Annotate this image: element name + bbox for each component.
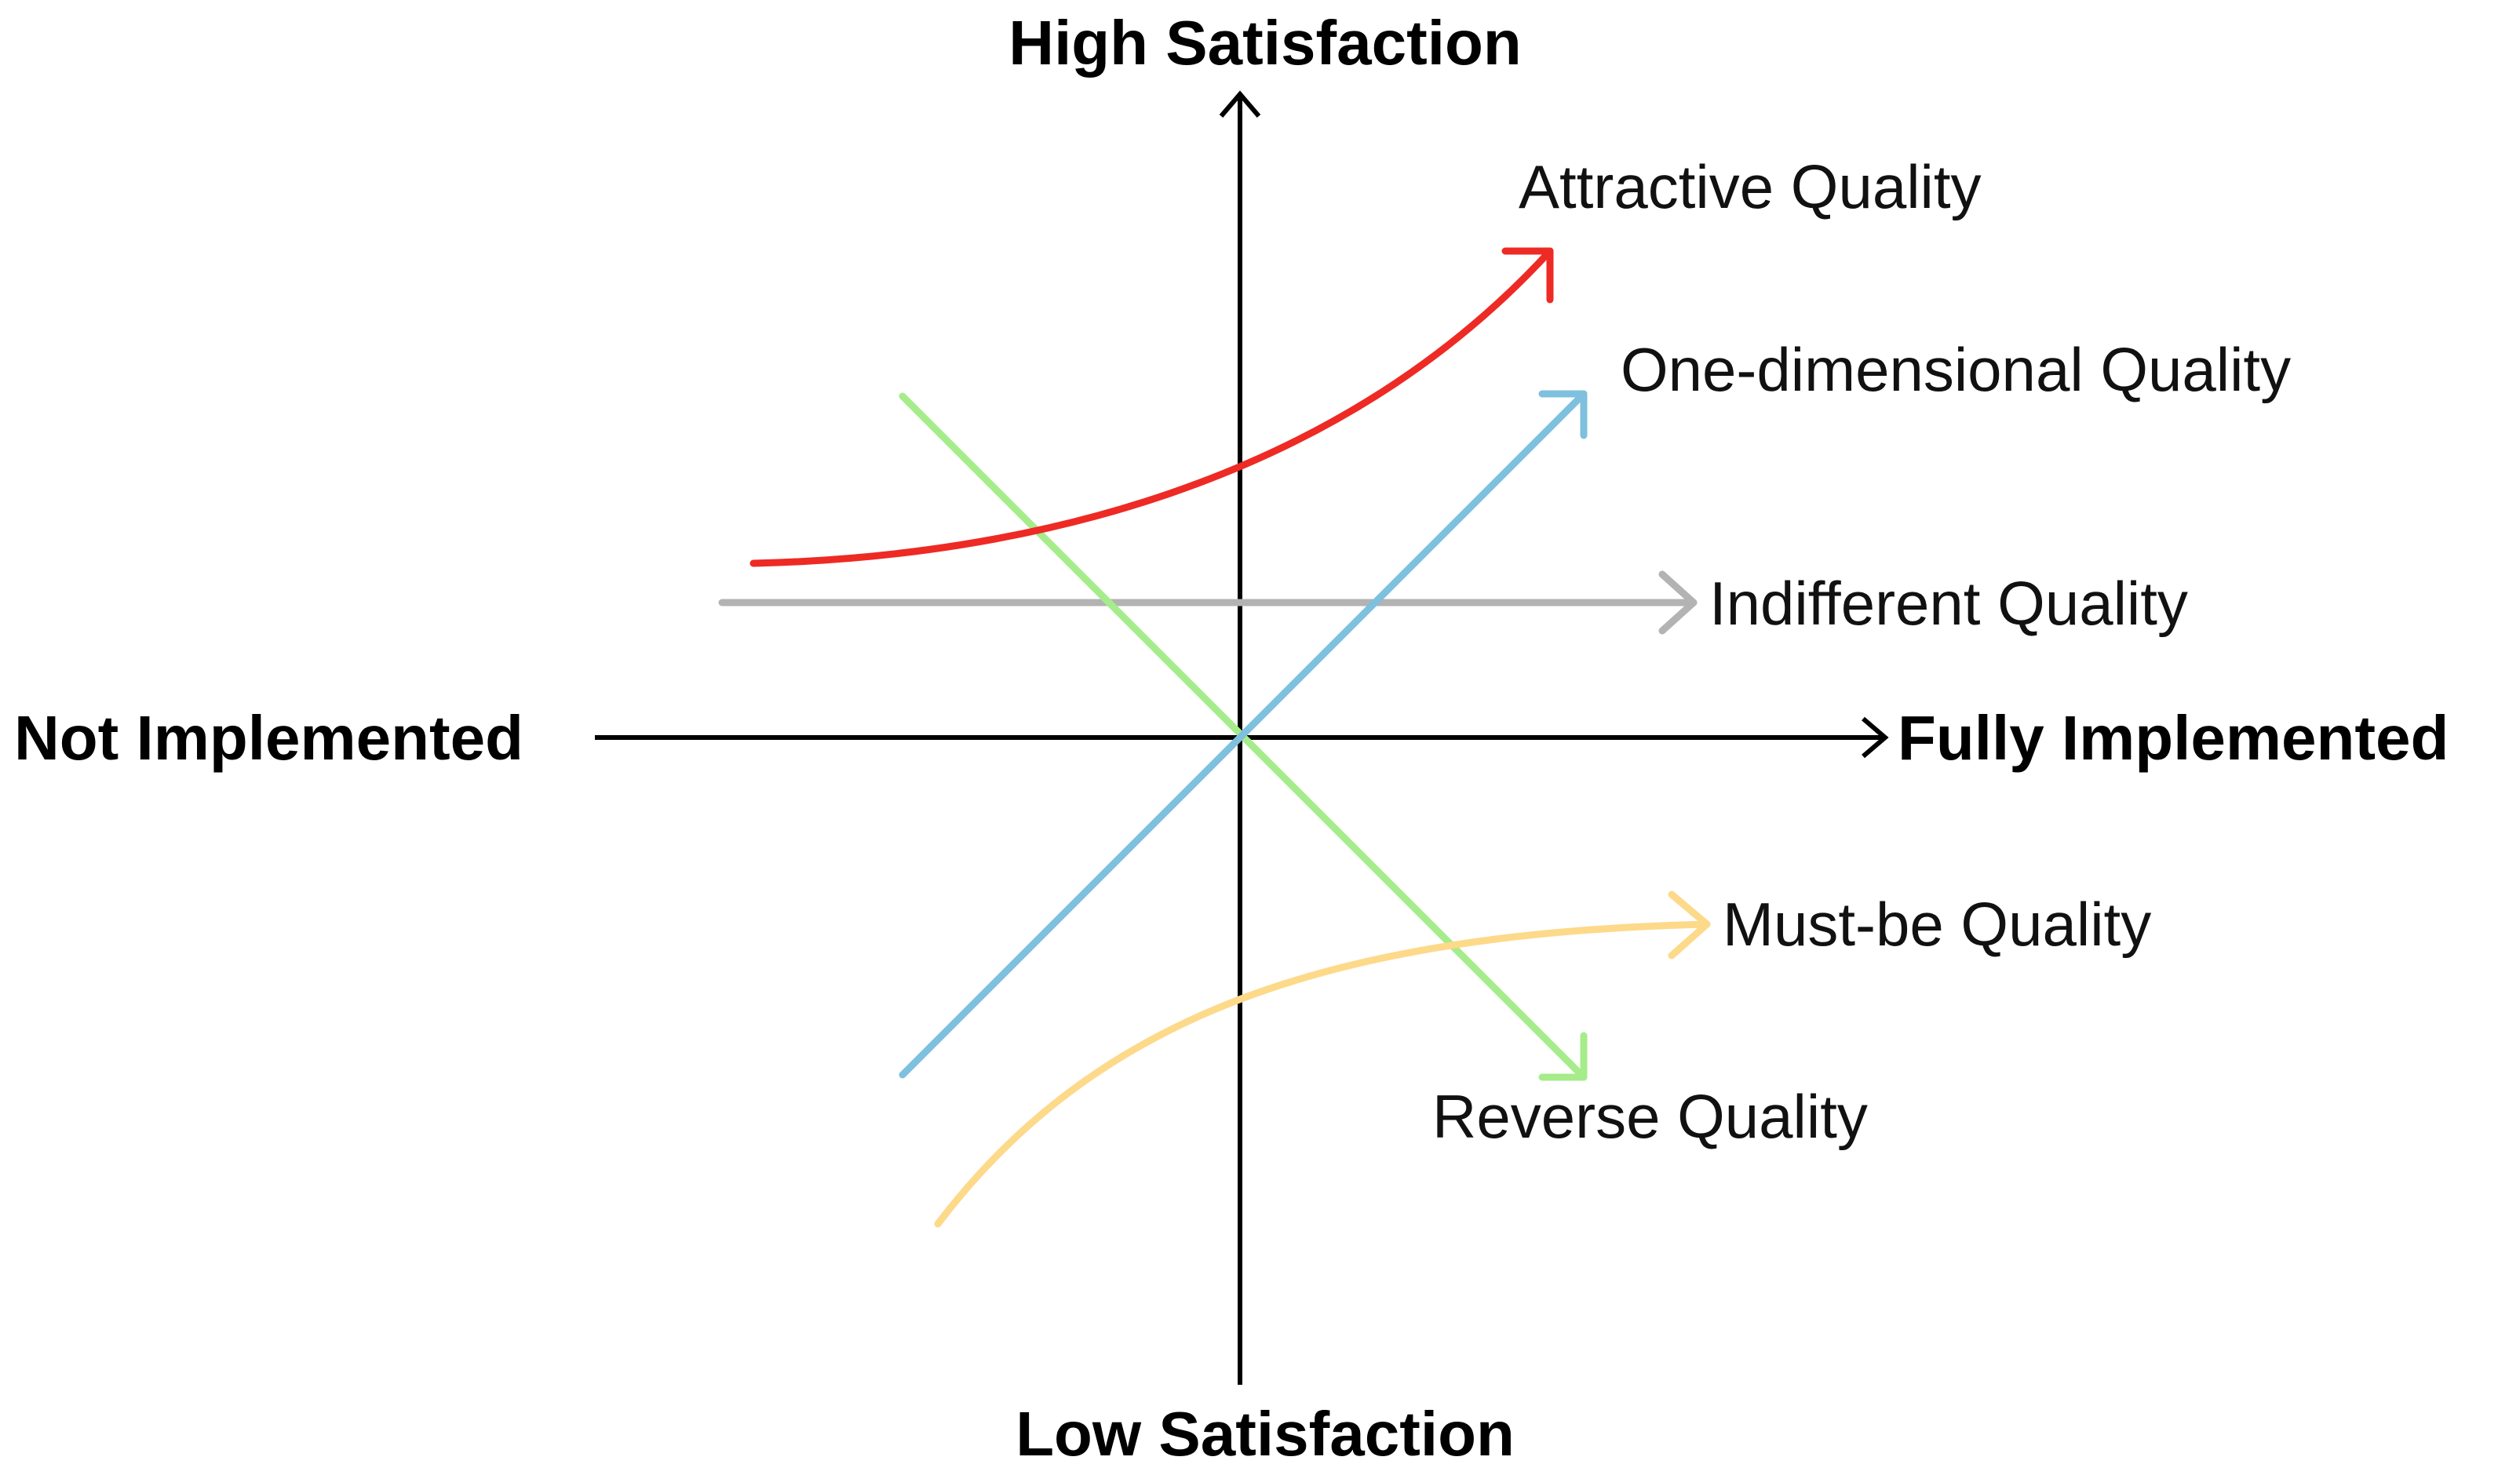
curve-attractive — [749, 247, 1554, 567]
curve-must-be — [934, 890, 1711, 1228]
indifferent-quality-arrowhead — [1658, 570, 1698, 635]
must-be-quality-label: Must-be Quality — [1723, 890, 2151, 959]
satisfaction-axis-arrowhead — [1219, 90, 1261, 118]
curve-one-dimensional — [899, 390, 1588, 1079]
must-be-quality-line — [934, 920, 1711, 1228]
indifferent-quality-label: Indifferent Quality — [1709, 569, 2188, 638]
must-be-quality-arrowhead — [1668, 890, 1711, 960]
attractive-quality-label: Attractive Quality — [1519, 152, 1982, 221]
top-axis-label: High Satisfaction — [1008, 8, 1521, 78]
right-axis-label: Fully Implemented — [1898, 703, 2449, 773]
implementation-axis-arrowhead — [1862, 716, 1889, 759]
attractive-quality-arrowhead — [1501, 247, 1554, 304]
one-dimensional-quality-line — [899, 390, 1588, 1079]
one-dimensional-quality-label: One-dimensional Quality — [1621, 335, 2291, 404]
left-axis-label: Not Implemented — [14, 703, 523, 773]
curve-indifferent — [718, 570, 1698, 635]
bottom-axis-label: Low Satisfaction — [1016, 1399, 1515, 1469]
reverse-quality-label: Reverse Quality — [1432, 1082, 1868, 1151]
attractive-quality-line — [749, 247, 1554, 567]
one-dimensional-quality-arrowhead — [1538, 390, 1588, 439]
reverse-quality-arrowhead — [1538, 1032, 1588, 1081]
